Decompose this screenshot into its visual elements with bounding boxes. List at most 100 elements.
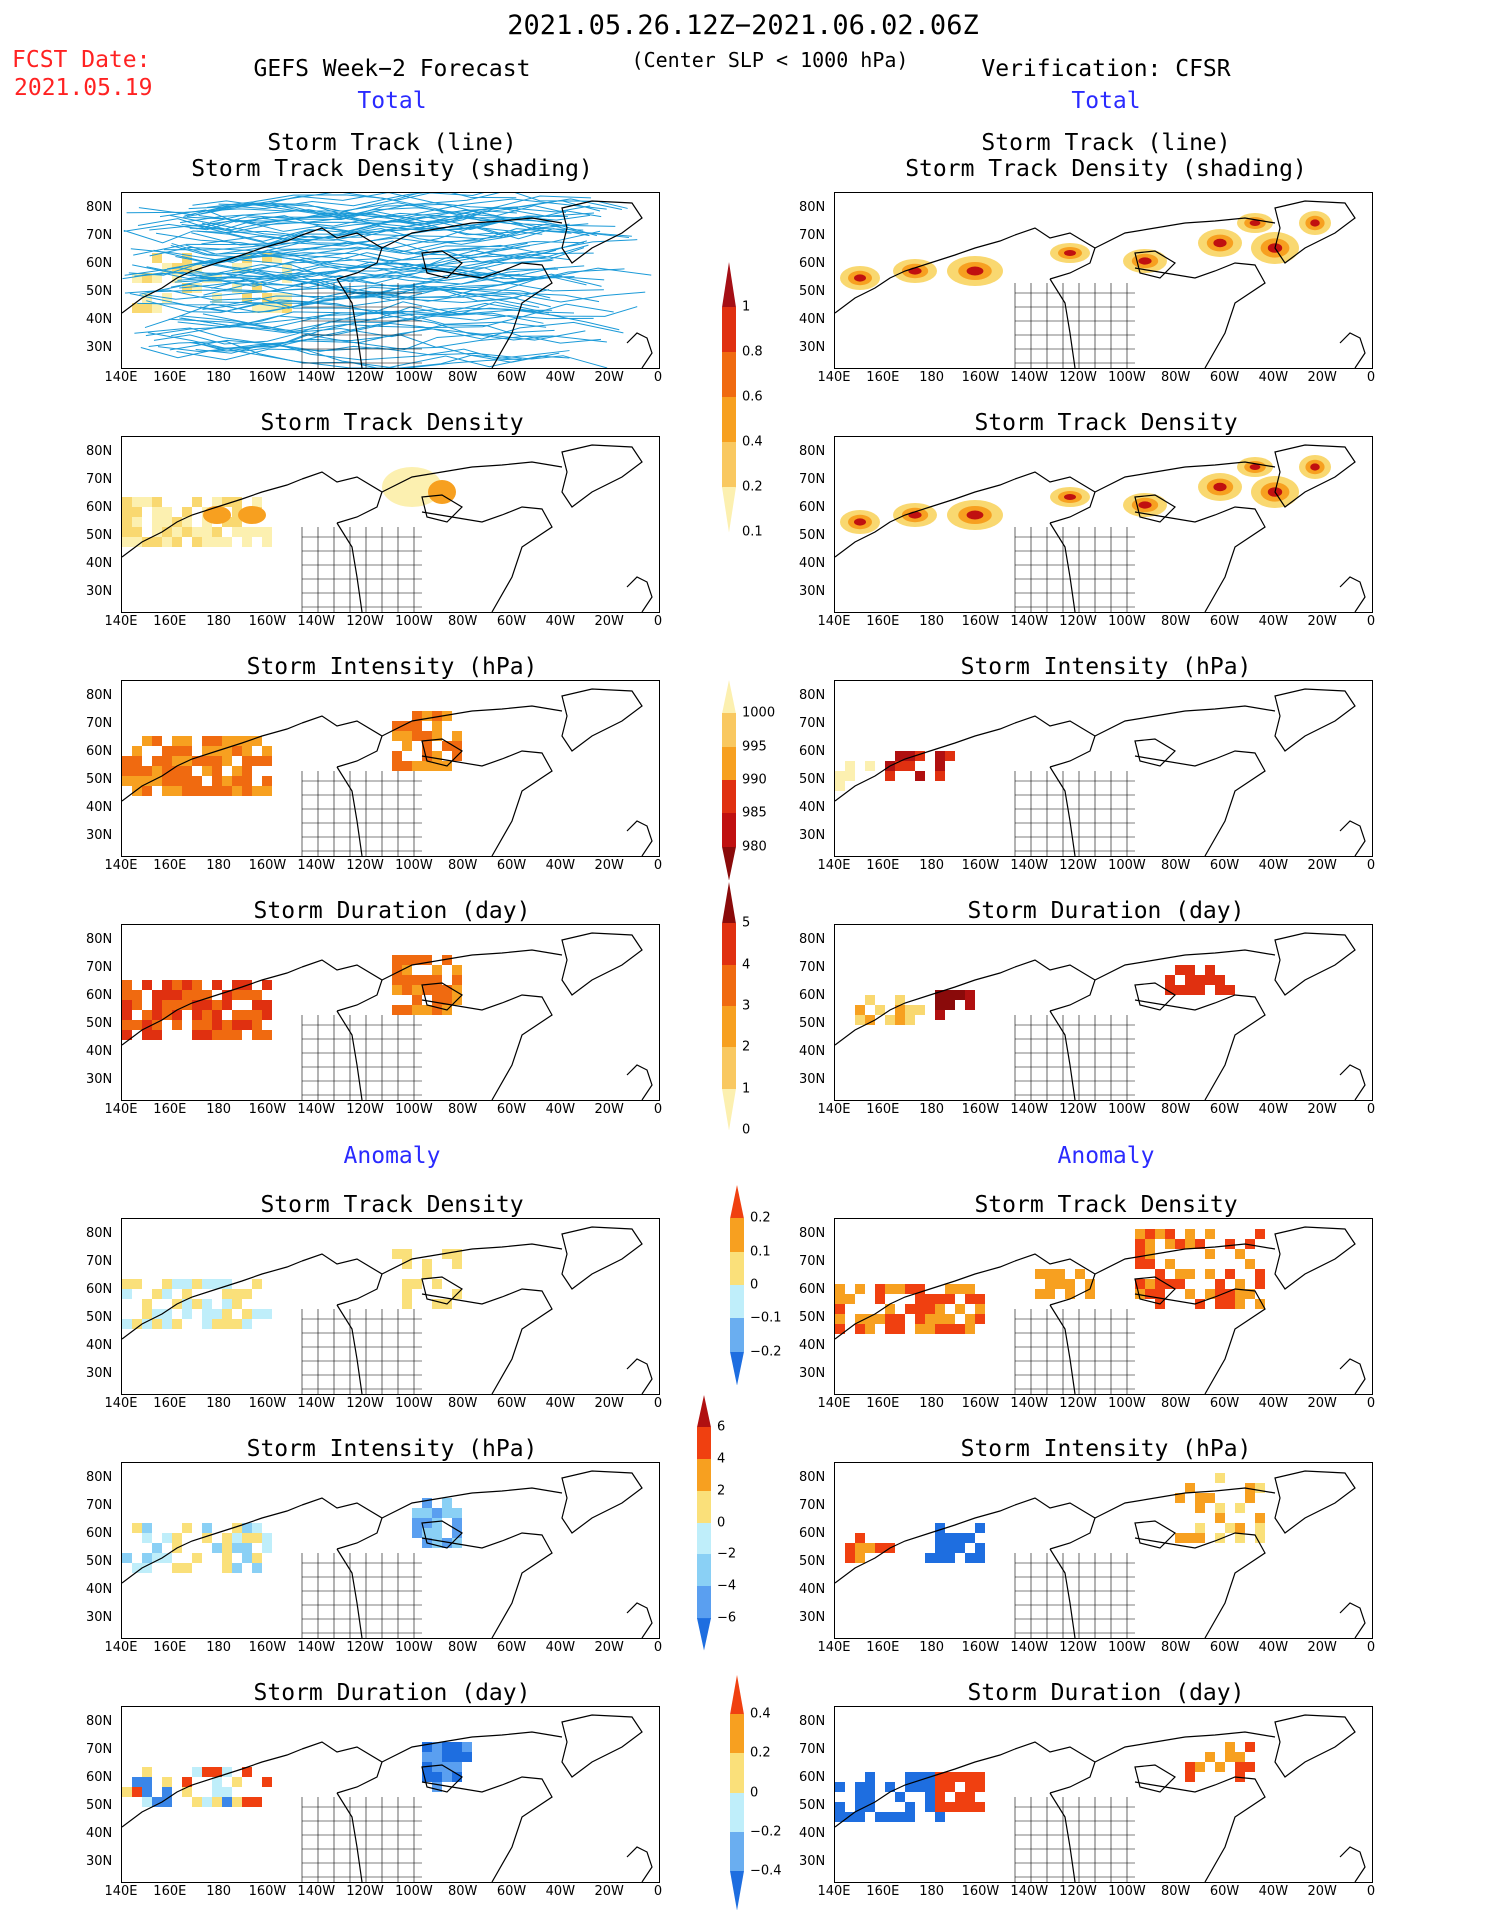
data-cell: [1175, 1279, 1185, 1289]
data-cell: [262, 303, 272, 313]
data-cell: [192, 1299, 202, 1309]
panel-title: Storm Track Density (shading): [191, 156, 593, 182]
lat-tick-label: 30N: [799, 828, 826, 843]
data-cell: [252, 1533, 262, 1543]
data-cell: [965, 1314, 975, 1324]
lon-tick-label: 100W: [1108, 1102, 1146, 1117]
data-cell: [945, 1772, 955, 1782]
map-panel: [121, 436, 660, 613]
data-cell: [1245, 1239, 1255, 1249]
lon-tick-label: 40W: [1258, 1640, 1289, 1655]
lon-tick-label: 40W: [545, 1396, 576, 1411]
data-cell: [402, 975, 412, 985]
data-cell: [142, 1563, 152, 1573]
data-cell: [1145, 1289, 1155, 1299]
data-cell: [412, 1508, 422, 1518]
lon-tick-label: 40W: [545, 1884, 576, 1899]
data-cell: [192, 1000, 202, 1010]
data-cell: [212, 537, 222, 547]
data-cell: [442, 711, 452, 721]
lat-tick-label: 30N: [799, 1072, 826, 1087]
lon-tick-label: 20W: [594, 1640, 624, 1655]
data-cell: [835, 1782, 845, 1792]
data-cell: [1215, 1513, 1225, 1523]
data-cell: [1175, 965, 1185, 975]
data-cell: [1205, 1493, 1215, 1503]
data-cell: [905, 1005, 915, 1015]
data-cell: [432, 1782, 442, 1792]
data-cell: [142, 1553, 152, 1563]
data-cell: [422, 751, 432, 761]
data-cell: [222, 1533, 232, 1543]
data-cell: [202, 786, 212, 796]
lat-tick-label: 50N: [86, 528, 113, 543]
data-cell: [422, 1528, 432, 1538]
data-cell: [945, 990, 955, 1000]
lon-tick-label: 160W: [248, 1102, 287, 1117]
data-cell: [1065, 1279, 1075, 1289]
density-blob: [1213, 238, 1227, 248]
map-canvas: [122, 1714, 653, 1882]
data-cell: [162, 776, 172, 786]
lon-tick-label: 160E: [153, 1396, 187, 1411]
lat-tick-label: 60N: [799, 500, 826, 515]
data-cell: [152, 1020, 162, 1030]
data-cell: [935, 751, 945, 761]
total-label-left: Total: [357, 88, 427, 114]
storm-track-line: [134, 327, 522, 368]
density-blob: [203, 506, 231, 524]
data-cell: [402, 1249, 412, 1259]
lat-tick-label: 70N: [799, 1742, 826, 1757]
data-cell: [222, 1000, 232, 1010]
data-cell: [845, 1553, 855, 1563]
coastline: [1134, 1764, 1176, 1793]
data-cell: [442, 1752, 452, 1762]
data-cell: [262, 1543, 272, 1553]
verification-title: Verification: CFSR: [981, 56, 1231, 82]
data-cell: [262, 786, 272, 796]
lat-tick-label: 80N: [799, 932, 826, 947]
lat-tick-label: 70N: [799, 472, 826, 487]
data-cell: [875, 1284, 885, 1294]
coastline: [561, 1470, 643, 1534]
data-cell: [392, 751, 402, 761]
data-cell: [1205, 965, 1215, 975]
data-cell: [442, 985, 452, 995]
lon-tick-label: 140W: [297, 614, 336, 629]
coastline: [122, 1748, 303, 1828]
data-cell: [432, 711, 442, 721]
lat-tick-label: 40N: [799, 556, 826, 571]
data-cell: [1225, 1742, 1235, 1752]
data-cell: [182, 776, 192, 786]
data-cell: [402, 985, 412, 995]
lat-tick-label: 40N: [86, 1338, 113, 1353]
lon-tick-label: 140E: [817, 1640, 851, 1655]
coastline: [122, 966, 303, 1046]
lat-tick-label: 50N: [86, 1310, 113, 1325]
data-cell: [142, 1523, 152, 1533]
data-cell: [252, 1309, 262, 1319]
coastline: [626, 1846, 653, 1882]
data-cell: [152, 273, 162, 283]
data-cell: [935, 1553, 945, 1563]
data-cell: [172, 1563, 182, 1573]
data-cell: [442, 1249, 452, 1259]
data-cell: [252, 1797, 262, 1807]
data-cell: [162, 263, 172, 273]
coastline: [421, 1532, 553, 1638]
map-panel: [121, 192, 660, 369]
coastline: [1014, 471, 1096, 524]
coastline: [301, 1497, 383, 1550]
lon-tick-label: 100W: [1108, 1884, 1146, 1899]
data-cell: [1205, 1269, 1215, 1279]
data-cell: [955, 1284, 965, 1294]
colorbar-label: 4: [717, 1451, 726, 1467]
lon-tick-label: 140E: [817, 370, 851, 385]
data-cell: [895, 1284, 905, 1294]
data-cell: [935, 1304, 945, 1314]
density-blob: [908, 267, 922, 275]
data-cell: [1185, 1772, 1195, 1782]
coastline: [1134, 1288, 1266, 1394]
colorbar-label: −0.2: [750, 1344, 782, 1360]
lon-tick-label: 20W: [594, 1396, 624, 1411]
